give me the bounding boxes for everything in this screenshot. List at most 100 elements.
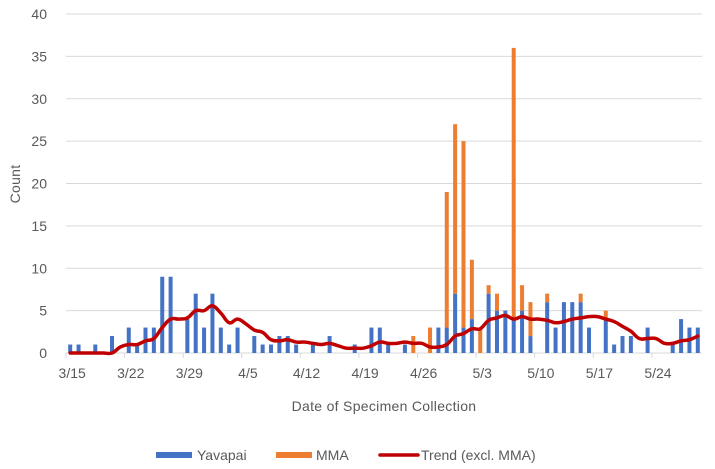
y-tick-label: 15 [31,218,47,234]
legend: Yavapai MMA Trend (excl. MMA) [156,447,536,463]
bar-yavapai [620,336,625,353]
bar-yavapai [252,336,257,353]
bar-mma [469,259,474,320]
bar-yavapai [528,336,533,353]
bar-yavapai [645,327,650,353]
legend-swatch-yavapai [156,452,192,458]
bar-yavapai [469,319,474,353]
gridlines [66,13,702,354]
bar-yavapai [503,310,508,353]
bars [68,47,700,353]
legend-label-mma: MMA [316,447,349,463]
x-tick-label: 3/15 [59,365,86,381]
x-tick-label: 5/17 [586,365,613,381]
bar-mma [520,285,525,311]
bar-yavapai [168,276,173,353]
bar-mma [453,124,458,294]
legend-item-yavapai: Yavapai [156,447,247,463]
x-tick-label: 4/26 [410,365,437,381]
x-tick-label: 5/24 [644,365,671,381]
bar-yavapai [570,302,575,353]
x-tick-label: 3/22 [117,365,144,381]
bar-mma [603,310,608,320]
legend-item-mma: MMA [276,447,349,463]
y-axis-ticks: 0 5 10 15 20 25 30 35 40 [31,6,47,361]
y-axis-title: Count [7,165,23,204]
bar-yavapai [269,344,274,353]
bar-yavapai [612,344,617,353]
bar-yavapai [453,293,458,353]
bar-mma [428,327,433,353]
bar-mma [545,293,550,303]
bar-yavapai [402,344,407,353]
legend-item-trend: Trend (excl. MMA) [378,447,536,463]
bar-yavapai [511,319,516,353]
bar-yavapai [294,344,299,353]
y-tick-label: 30 [31,91,47,107]
y-tick-label: 25 [31,133,47,149]
bar-mma [494,293,499,311]
y-tick-label: 5 [39,303,47,319]
y-tick-label: 40 [31,6,47,22]
bar-yavapai [185,319,190,353]
bar-mma [478,327,483,353]
bar-yavapai [695,327,700,353]
bar-yavapai [436,327,441,353]
bar-yavapai [310,344,315,353]
bar-yavapai [494,310,499,353]
legend-swatch-mma [276,452,312,458]
bar-yavapai [444,327,449,353]
bar-yavapai [260,344,265,353]
bar-yavapai [670,344,675,353]
bar-yavapai [679,319,684,353]
bar-mma [461,141,466,328]
y-tick-label: 35 [31,48,47,64]
bar-yavapai [218,327,223,353]
x-tick-label: 4/12 [293,365,320,381]
bar-yavapai [603,319,608,353]
bar-yavapai [160,276,165,353]
bar-yavapai [235,327,240,353]
bar-yavapai [135,344,140,353]
bar-yavapai [461,327,466,353]
x-tick-label: 5/10 [527,365,554,381]
x-tick-label: 5/3 [473,365,493,381]
bar-yavapai [486,293,491,353]
bar-yavapai [285,336,290,353]
y-tick-label: 0 [39,345,47,361]
bar-yavapai [561,302,566,353]
bar-yavapai [227,344,232,353]
x-tick-label: 3/29 [176,365,203,381]
bar-yavapai [126,327,131,353]
bar-yavapai [587,327,592,353]
bar-yavapai [628,336,633,353]
x-tick-label: 4/19 [351,365,378,381]
bar-mma [444,191,449,328]
bar-yavapai [553,327,558,353]
bar-yavapai [277,336,282,353]
bar-yavapai [386,344,391,353]
bar-yavapai [202,327,207,353]
bar-mma [511,47,516,320]
x-axis-ticks: 3/15 3/22 3/29 4/5 4/12 4/19 4/26 5/3 5/10 5/17 5/… [59,353,672,381]
bar-mma [578,293,583,303]
x-axis-title: Date of Specimen Collection [292,398,477,414]
bar-yavapai [193,293,198,353]
bar-yavapai [68,344,73,353]
bar-yavapai [377,327,382,353]
bar-yavapai [369,327,374,353]
bar-yavapai [93,344,98,353]
bar-yavapai [110,336,115,353]
bar-yavapai [578,302,583,353]
trend-line [68,304,700,356]
bar-yavapai [520,310,525,353]
bar-yavapai [545,302,550,353]
trend-line-layer [68,304,700,356]
legend-label-yavapai: Yavapai [197,447,247,463]
bar-yavapai [210,293,215,353]
y-tick-label: 20 [31,176,47,192]
x-tick-label: 4/5 [238,365,258,381]
legend-label-trend: Trend (excl. MMA) [421,447,536,463]
y-tick-label: 10 [31,260,47,276]
